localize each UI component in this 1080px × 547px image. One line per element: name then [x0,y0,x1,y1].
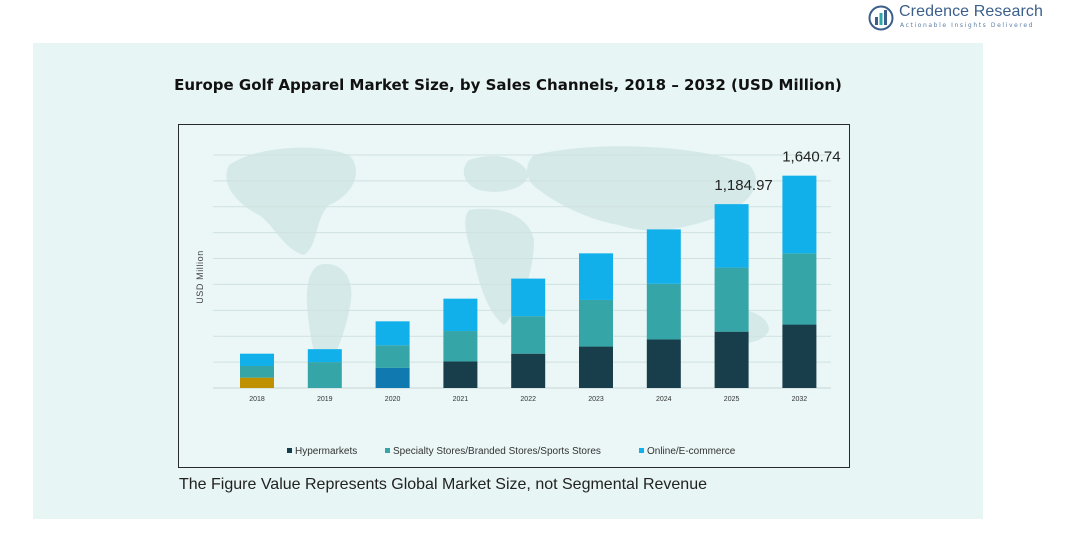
bar-online-2025 [714,204,749,268]
bar-hypermarkets-2022 [511,353,546,388]
bar-online-2020 [375,321,410,346]
logo-brand: Credence Research [899,3,1043,20]
credence-research-logo: Credence Research Actionable Insights De… [868,2,1068,32]
x-tick-label: 2019 [317,396,333,403]
legend-swatch-hypermarkets [287,448,292,453]
data-label-2025: 1,184.97 [714,177,772,194]
x-tick-labels: 2018 2019 2020 2021 2022 2023 2024 2025 2032 [249,396,807,403]
bar-online-2032 [782,175,817,254]
bar-hypermarkets-2020 [375,367,410,388]
bar-hypermarkets-2032 [782,324,817,388]
legend-item-online: Online/E-commerce [639,446,735,457]
chart-plot: 2018 2019 2020 2021 2022 2023 2024 2025 2032 1,1… [195,146,841,403]
bar-specialty-2032 [782,253,817,325]
x-tick-label: 2024 [656,396,672,403]
bar-specialty-2024 [646,283,681,340]
x-tick-label: 2018 [249,396,265,403]
bar-online-2022 [511,278,546,317]
x-tick-label: 2032 [792,396,808,403]
plot-frame: 2018 2019 2020 2021 2022 2023 2024 2025 2032 1,1… [178,124,850,468]
y-axis-label: USD Million [195,250,205,304]
annotations: 1,184.97 1,640.74 [714,149,840,194]
bar-online-2023 [579,253,613,300]
x-tick-label: 2025 [724,396,740,403]
logo-mark-icon [868,5,894,31]
bar-hypermarkets-2021 [443,361,478,388]
chart-title: Europe Golf Apparel Market Size, by Sale… [174,76,842,94]
bar-specialty-2019 [307,362,342,388]
legend-label-specialty: Specialty Stores/Branded Stores/Sports S… [393,446,601,457]
bar-specialty-2025 [714,267,749,332]
legend-label-hypermarkets: Hypermarkets [295,446,358,457]
bar-hypermarkets-2023 [579,346,613,388]
bar-hypermarkets-2025 [714,331,749,388]
x-tick-label: 2021 [453,396,469,403]
bar-specialty-2022 [511,316,546,354]
bar-online-2024 [646,229,681,284]
bar-hypermarkets-2018 [240,377,274,388]
legend-item-hypermarkets: Hypermarkets [287,446,357,457]
bar-specialty-2021 [443,331,478,362]
bars [240,175,817,388]
bar-specialty-2020 [375,345,410,368]
bar-specialty-2018 [240,365,274,378]
logo-tagline: Actionable Insights Delivered [900,22,1035,29]
bar-specialty-2023 [579,299,613,347]
bar-online-2018 [240,353,274,366]
x-tick-label: 2020 [385,396,401,403]
x-tick-label: 2023 [588,396,604,403]
bar-hypermarkets-2024 [646,339,681,388]
legend-swatch-online [639,448,644,453]
data-label-2032: 1,640.74 [782,149,840,166]
legend-item-specialty: Specialty Stores/Branded Stores/Sports S… [385,446,601,457]
bar-online-2021 [443,298,478,332]
bar-online-2019 [307,349,342,363]
legend-label-online: Online/E-commerce [647,446,736,457]
footnote: The Figure Value Represents Global Marke… [179,476,707,493]
legend-swatch-specialty [385,448,390,453]
x-tick-label: 2022 [520,396,536,403]
